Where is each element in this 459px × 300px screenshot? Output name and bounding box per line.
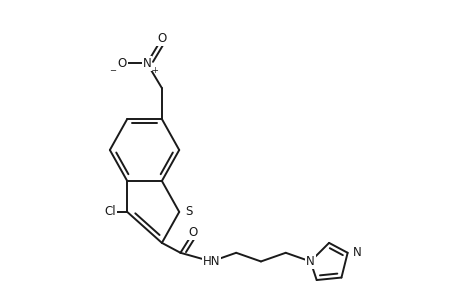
Text: O: O: [118, 57, 127, 70]
Text: −: −: [109, 66, 116, 75]
Text: S: S: [185, 206, 192, 218]
Text: Cl: Cl: [104, 206, 115, 218]
Text: O: O: [157, 32, 166, 45]
Text: HN: HN: [202, 255, 220, 268]
Text: N: N: [142, 57, 151, 70]
Text: O: O: [188, 226, 197, 239]
Text: N: N: [305, 255, 314, 268]
Text: +: +: [151, 66, 157, 75]
Text: N: N: [353, 246, 361, 259]
